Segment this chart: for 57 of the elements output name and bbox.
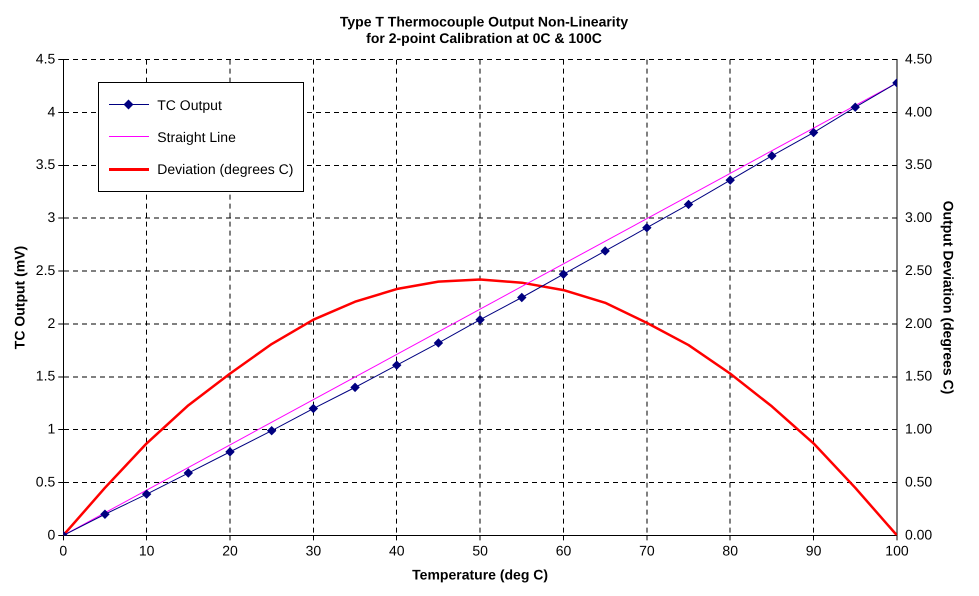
point [600,246,610,256]
y-tick-label: 1.5 [36,368,56,384]
point [267,426,276,436]
y-tick-label: 0 [47,526,56,542]
point [642,223,652,232]
x-tick-label: 70 [639,542,655,559]
y2-tick-label: 1.50 [904,368,932,384]
y2-axis-title: Output Deviation (degrees C) [940,200,957,394]
y2-tick-label: 0.00 [904,526,932,542]
x-tick-label: 50 [472,542,488,559]
y2-tick-label: 4.50 [904,50,932,66]
point [850,102,860,112]
y2-tick-label: 4.00 [904,103,932,120]
legend-label: TC Output [157,96,222,113]
point [726,176,735,185]
point [517,293,526,302]
x-tick-label: 0 [59,542,68,559]
x-tick-label: 100 [885,542,909,559]
y-tick-label: 0.5 [36,473,56,490]
x-axis-title: Temperature (deg C) [412,566,548,582]
point [767,151,776,160]
x-tick-label: 30 [306,542,322,559]
point [350,382,360,392]
point [142,490,152,499]
point [558,270,568,279]
y2-tick-label: 2.00 [904,314,932,331]
x-tick-label: 80 [722,542,738,559]
x-tick-label: 40 [388,542,405,559]
point [434,338,443,348]
y-tick-label: 2.5 [36,262,56,278]
point [392,360,402,370]
point [100,510,110,519]
legend-label: Deviation (degrees C) [157,160,294,177]
y-tick-label: 4 [47,103,56,120]
point [809,128,818,138]
y-tick-label: 1 [47,420,56,437]
x-tick-label: 10 [138,542,155,559]
x-tick-label: 20 [222,542,238,559]
point [226,447,234,456]
x-tick-label: 60 [556,542,572,559]
y-tick-label: 3.5 [36,156,56,172]
y2-tick-label: 3.00 [904,209,932,226]
point [308,404,318,414]
y2-tick-label: 0.50 [904,473,932,490]
y2-tick-label: 1.00 [904,420,932,437]
y-tick-label: 4.5 [36,50,56,66]
x-tick-label: 90 [806,542,822,559]
point [684,200,694,209]
y2-tick-label: 3.50 [904,156,932,172]
point [476,315,485,324]
legend-label: Straight Line [157,128,236,145]
y-tick-label: 2 [47,314,56,331]
y-axis-title: TC Output (mV) [11,246,28,350]
point [184,468,193,478]
chart-title: Type T Thermocouple Output Non-Linearity for 2-point Calibration at 0C & 100C [340,13,628,46]
y-tick-label: 3 [47,209,56,226]
y2-tick-label: 2.50 [904,262,932,278]
